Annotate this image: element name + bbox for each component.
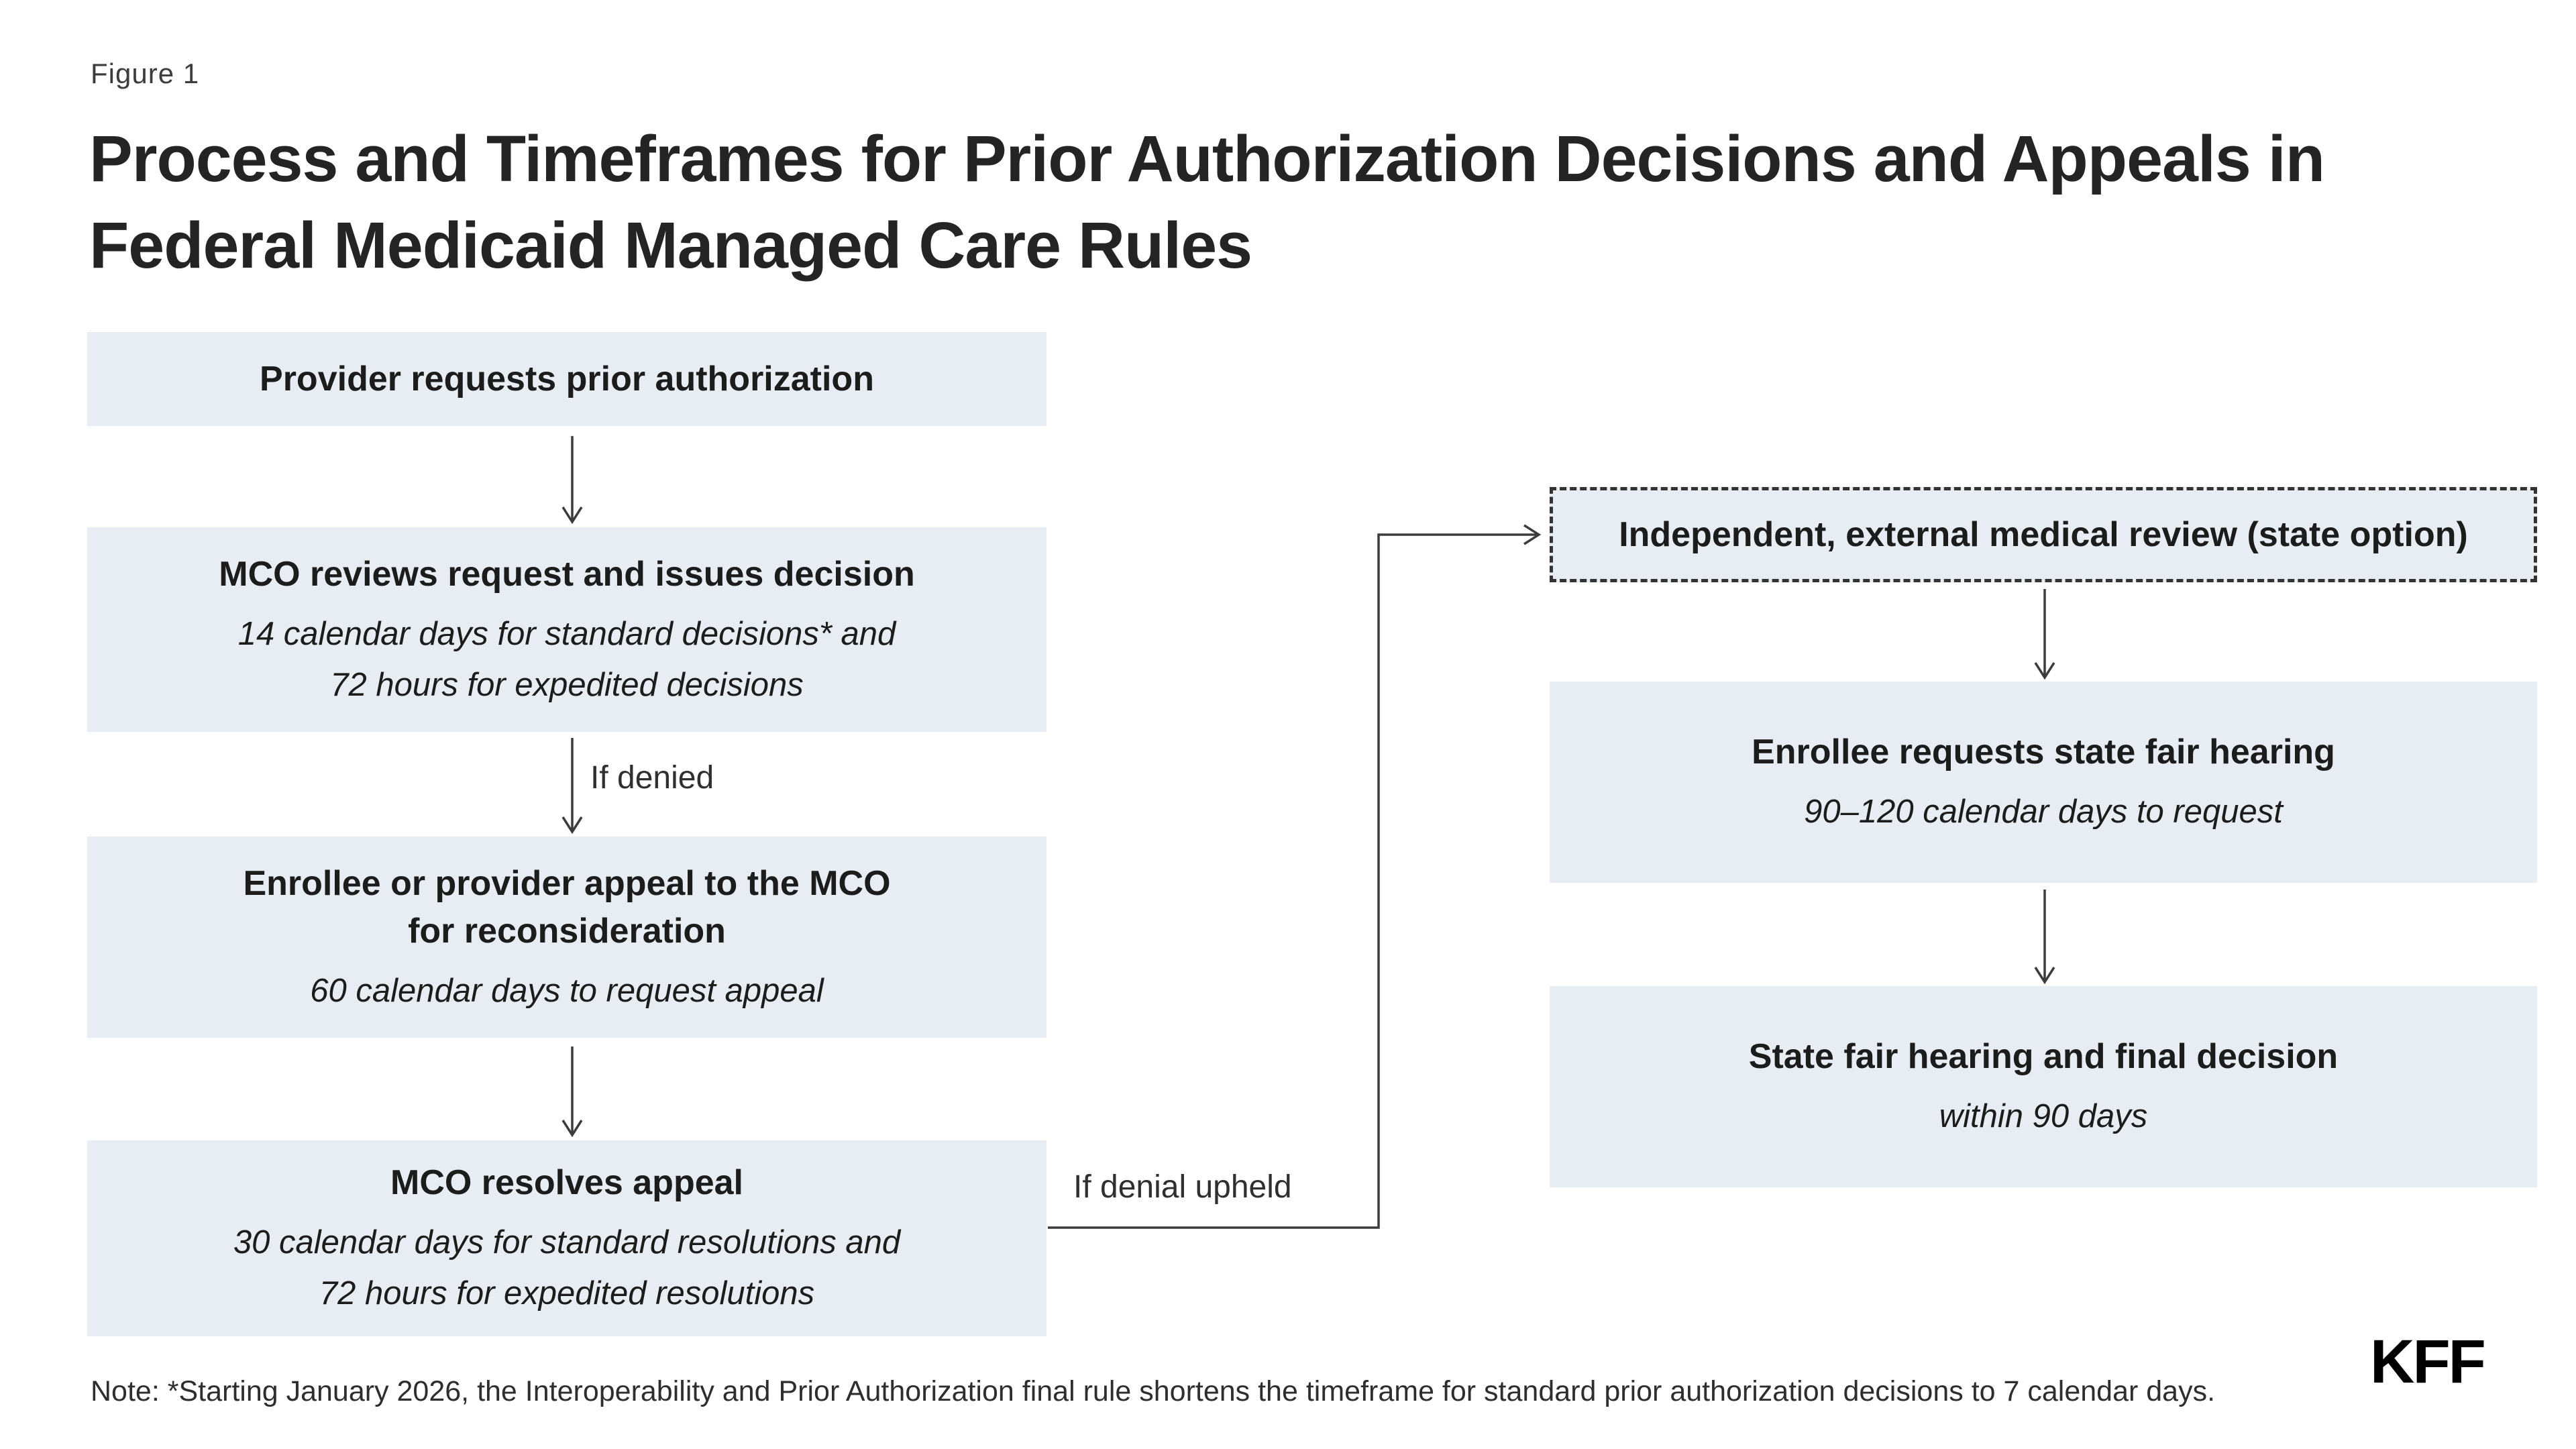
box-detail: 90–120 calendar days to request <box>1804 794 2283 830</box>
arrow-down-if-denied <box>561 738 583 835</box>
flow-box-mco-reviews: MCO reviews request and issues decision … <box>87 527 1046 732</box>
flow-box-provider-requests: Provider requests prior authorization <box>87 332 1046 426</box>
box-title: State fair hearing and final decision <box>1748 1037 2339 1077</box>
arrow-down-provider-to-mco <box>561 436 583 525</box>
page-title-line2: Federal Medicaid Managed Care Rules <box>89 209 1252 282</box>
edge-label-if-denial-upheld: If denial upheld <box>1073 1169 1292 1205</box>
box-detail: 60 calendar days to request appeal <box>310 972 824 1009</box>
flow-box-appeal-to-mco: Enrollee or provider appeal to the MCO f… <box>87 837 1046 1038</box>
box-title: Enrollee requests state fair hearing <box>1752 733 2335 772</box>
box-title: Enrollee or provider appeal to the MCO <box>243 863 891 903</box>
box-detail: 14 calendar days for standard decisions*… <box>237 615 896 652</box>
box-detail: 72 hours for expedited decisions <box>330 666 804 703</box>
box-detail: 72 hours for expedited resolutions <box>319 1275 815 1312</box>
arrow-down-appeal-to-resolve <box>561 1046 583 1138</box>
box-title: Provider requests prior authorization <box>260 359 874 398</box>
flow-box-external-review: Independent, external medical review (st… <box>1550 487 2537 582</box>
box-detail: 30 calendar days for standard resolution… <box>233 1224 901 1261</box>
flow-box-mco-resolves: MCO resolves appeal 30 calendar days for… <box>87 1140 1046 1336</box>
kff-logo: KFF <box>2370 1328 2486 1396</box>
box-title: Independent, external medical review (st… <box>1619 515 2468 554</box>
arrow-down-request-to-hearing <box>2034 890 2055 985</box>
box-title: MCO resolves appeal <box>390 1163 743 1203</box>
page-title-line1: Process and Timeframes for Prior Authori… <box>89 122 2325 195</box>
footnote: Note: *Starting January 2026, the Intero… <box>91 1375 2216 1407</box>
flow-box-fair-hearing-decision: State fair hearing and final decision wi… <box>1550 986 2537 1187</box>
box-title: MCO reviews request and issues decision <box>219 554 915 594</box>
flow-box-fair-hearing-request: Enrollee requests state fair hearing 90–… <box>1550 682 2537 883</box>
arrow-down-review-to-hearing-request <box>2034 589 2055 680</box>
box-detail: within 90 days <box>1939 1098 2148 1135</box>
connector-if-denial-upheld <box>1048 524 1542 1229</box>
figure-label: Figure 1 <box>91 58 200 89</box>
page-title: Process and Timeframes for Prior Authori… <box>89 115 2491 288</box>
edge-label-if-denied: If denied <box>590 760 714 796</box>
box-title: for reconsideration <box>408 911 726 951</box>
